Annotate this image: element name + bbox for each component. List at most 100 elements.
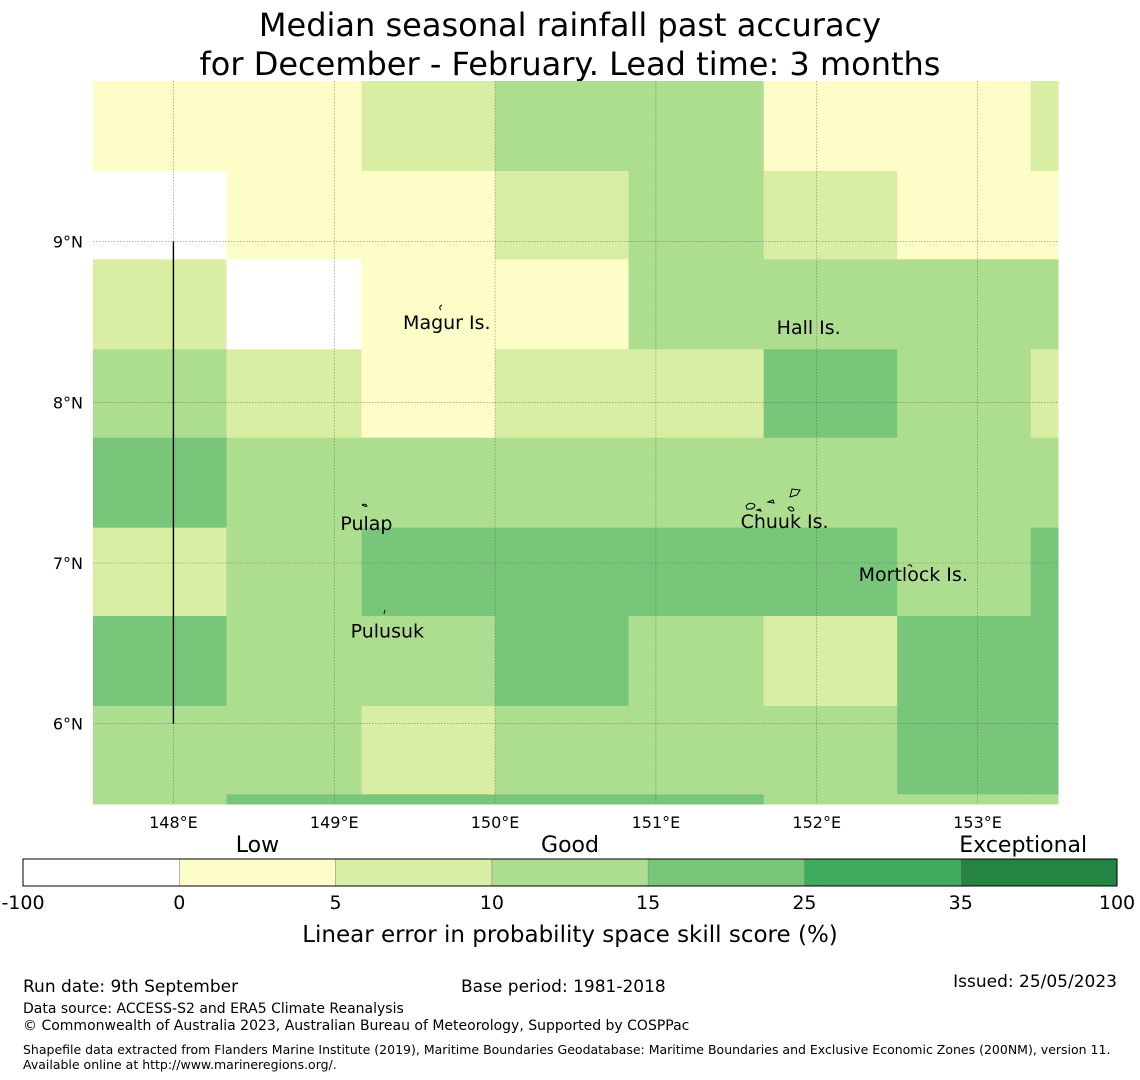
grid-cell — [495, 81, 630, 172]
colorbar-tick-label: 15 — [636, 892, 660, 914]
grid-cell — [1030, 170, 1059, 260]
place-label: Hall Is. — [777, 317, 841, 339]
issued-date: Issued: 25/05/2023 — [953, 972, 1117, 992]
shapefile-credit: Shapefile data extracted from Flanders M… — [23, 1042, 1111, 1072]
grid-cell — [897, 437, 1032, 529]
grid-cell — [226, 705, 363, 795]
grid-cell — [495, 349, 630, 439]
island-outline — [766, 499, 775, 504]
colorbar-swatch — [23, 859, 180, 886]
colorbar-swatch — [960, 859, 1117, 886]
grid-cell — [628, 527, 765, 617]
chart-title-line-2: for December - February. Lead time: 3 mo… — [199, 45, 941, 83]
grid-cell — [361, 437, 496, 529]
island-outline — [745, 502, 756, 510]
grid-cell — [628, 616, 765, 707]
grid-cell — [763, 81, 898, 172]
place-labels: Magur Is. Hall Is. Pulap Chuuk Is. Mortlock … — [340, 312, 968, 642]
grid-cell — [361, 349, 496, 439]
colorbar-swatch — [179, 859, 336, 886]
grid-cell — [1030, 616, 1059, 707]
grid-cell — [763, 437, 898, 529]
grid-cell — [495, 705, 630, 795]
copyright-notice: © Commonwealth of Australia 2023, Austra… — [23, 1018, 690, 1034]
grid-cell — [897, 349, 1032, 439]
grid-cell — [897, 81, 1032, 172]
grid-cell — [763, 794, 898, 805]
lat-tick-label: 9°N — [53, 233, 83, 252]
grid-cell — [763, 349, 898, 439]
chart-title-line-1: Median seasonal rainfall past accuracy — [258, 6, 882, 44]
place-label: Pulusuk — [351, 620, 424, 642]
grid-cell — [226, 527, 363, 617]
lon-tick-label: 151°E — [632, 813, 681, 832]
grid-cell — [763, 259, 898, 350]
island-outline — [439, 304, 443, 311]
grid-cell — [361, 527, 496, 617]
axis-tick-labels: 148°E 149°E 150°E 151°E 152°E 153°E 9°N 8°N 7°N 6… — [53, 233, 1002, 832]
colorbar-tick-label: 5 — [330, 892, 342, 914]
colorbar: -100 0 5 10 15 25 35 100 Low Good Exceptional Linea… — [1, 833, 1135, 948]
grid-cell — [628, 705, 765, 795]
grid-cell — [1030, 259, 1059, 350]
grid-cell — [226, 616, 363, 707]
grid-cell — [93, 81, 227, 172]
grid-cell — [93, 349, 227, 439]
island-outline — [755, 508, 762, 512]
colorbar-category-label: Low — [236, 833, 279, 858]
grid-cell — [226, 170, 363, 260]
grid-cell — [628, 259, 765, 350]
island-outlines — [361, 304, 913, 615]
grid-cell — [226, 349, 363, 439]
lon-tick-label: 149°E — [310, 813, 359, 832]
grid-cell — [226, 437, 363, 529]
grid-cell — [226, 81, 363, 172]
colorbar-swatch — [804, 859, 961, 886]
grid-cell — [897, 170, 1032, 260]
colorbar-swatch — [335, 859, 492, 886]
grid-cell — [93, 527, 227, 617]
island-outline — [787, 506, 795, 512]
grid-cell — [1030, 527, 1059, 617]
island-outline — [789, 488, 801, 498]
grid-cell — [93, 616, 227, 707]
island-outline — [907, 564, 913, 568]
grid-cell — [361, 259, 496, 350]
grid-cell — [93, 437, 227, 529]
lon-tick-label: 153°E — [953, 813, 1002, 832]
grid-cell — [897, 616, 1032, 707]
island-outline — [383, 609, 386, 615]
grid-cell — [495, 527, 630, 617]
grid-cell — [763, 616, 898, 707]
colorbar-category-label: Good — [541, 833, 599, 858]
place-label: Magur Is. — [403, 312, 491, 334]
lon-tick-label: 148°E — [149, 813, 198, 832]
lat-tick-label: 7°N — [53, 554, 83, 573]
grid-cell — [628, 437, 765, 529]
grid-cell — [495, 259, 630, 350]
grid-cell — [1030, 705, 1059, 795]
skill-score-cells — [93, 81, 1059, 805]
colorbar-category-label: Exceptional — [959, 833, 1087, 858]
grid-cell — [93, 705, 227, 795]
grid-cell — [361, 81, 496, 172]
colorbar-swatch — [648, 859, 805, 886]
grid-cell — [1030, 349, 1059, 439]
run-date: Run date: 9th September — [23, 977, 239, 997]
grid-cell — [361, 170, 496, 260]
grid-cell — [361, 616, 496, 707]
grid-cell — [361, 705, 496, 795]
grid-cell — [495, 170, 630, 260]
colorbar-frame — [22, 858, 1118, 887]
grid-cell — [628, 349, 765, 439]
grid-cell — [226, 794, 363, 805]
colorbar-tick-label: 25 — [792, 892, 816, 914]
colorbar-tick-label: -100 — [1, 892, 44, 914]
grid-cell — [93, 259, 227, 350]
grid-cell — [628, 170, 765, 260]
lat-tick-label: 6°N — [53, 715, 83, 734]
grid-cell — [628, 81, 765, 172]
grid-cell — [1030, 794, 1059, 805]
colorbar-tick-label: 10 — [480, 892, 504, 914]
island-outline — [361, 503, 368, 507]
